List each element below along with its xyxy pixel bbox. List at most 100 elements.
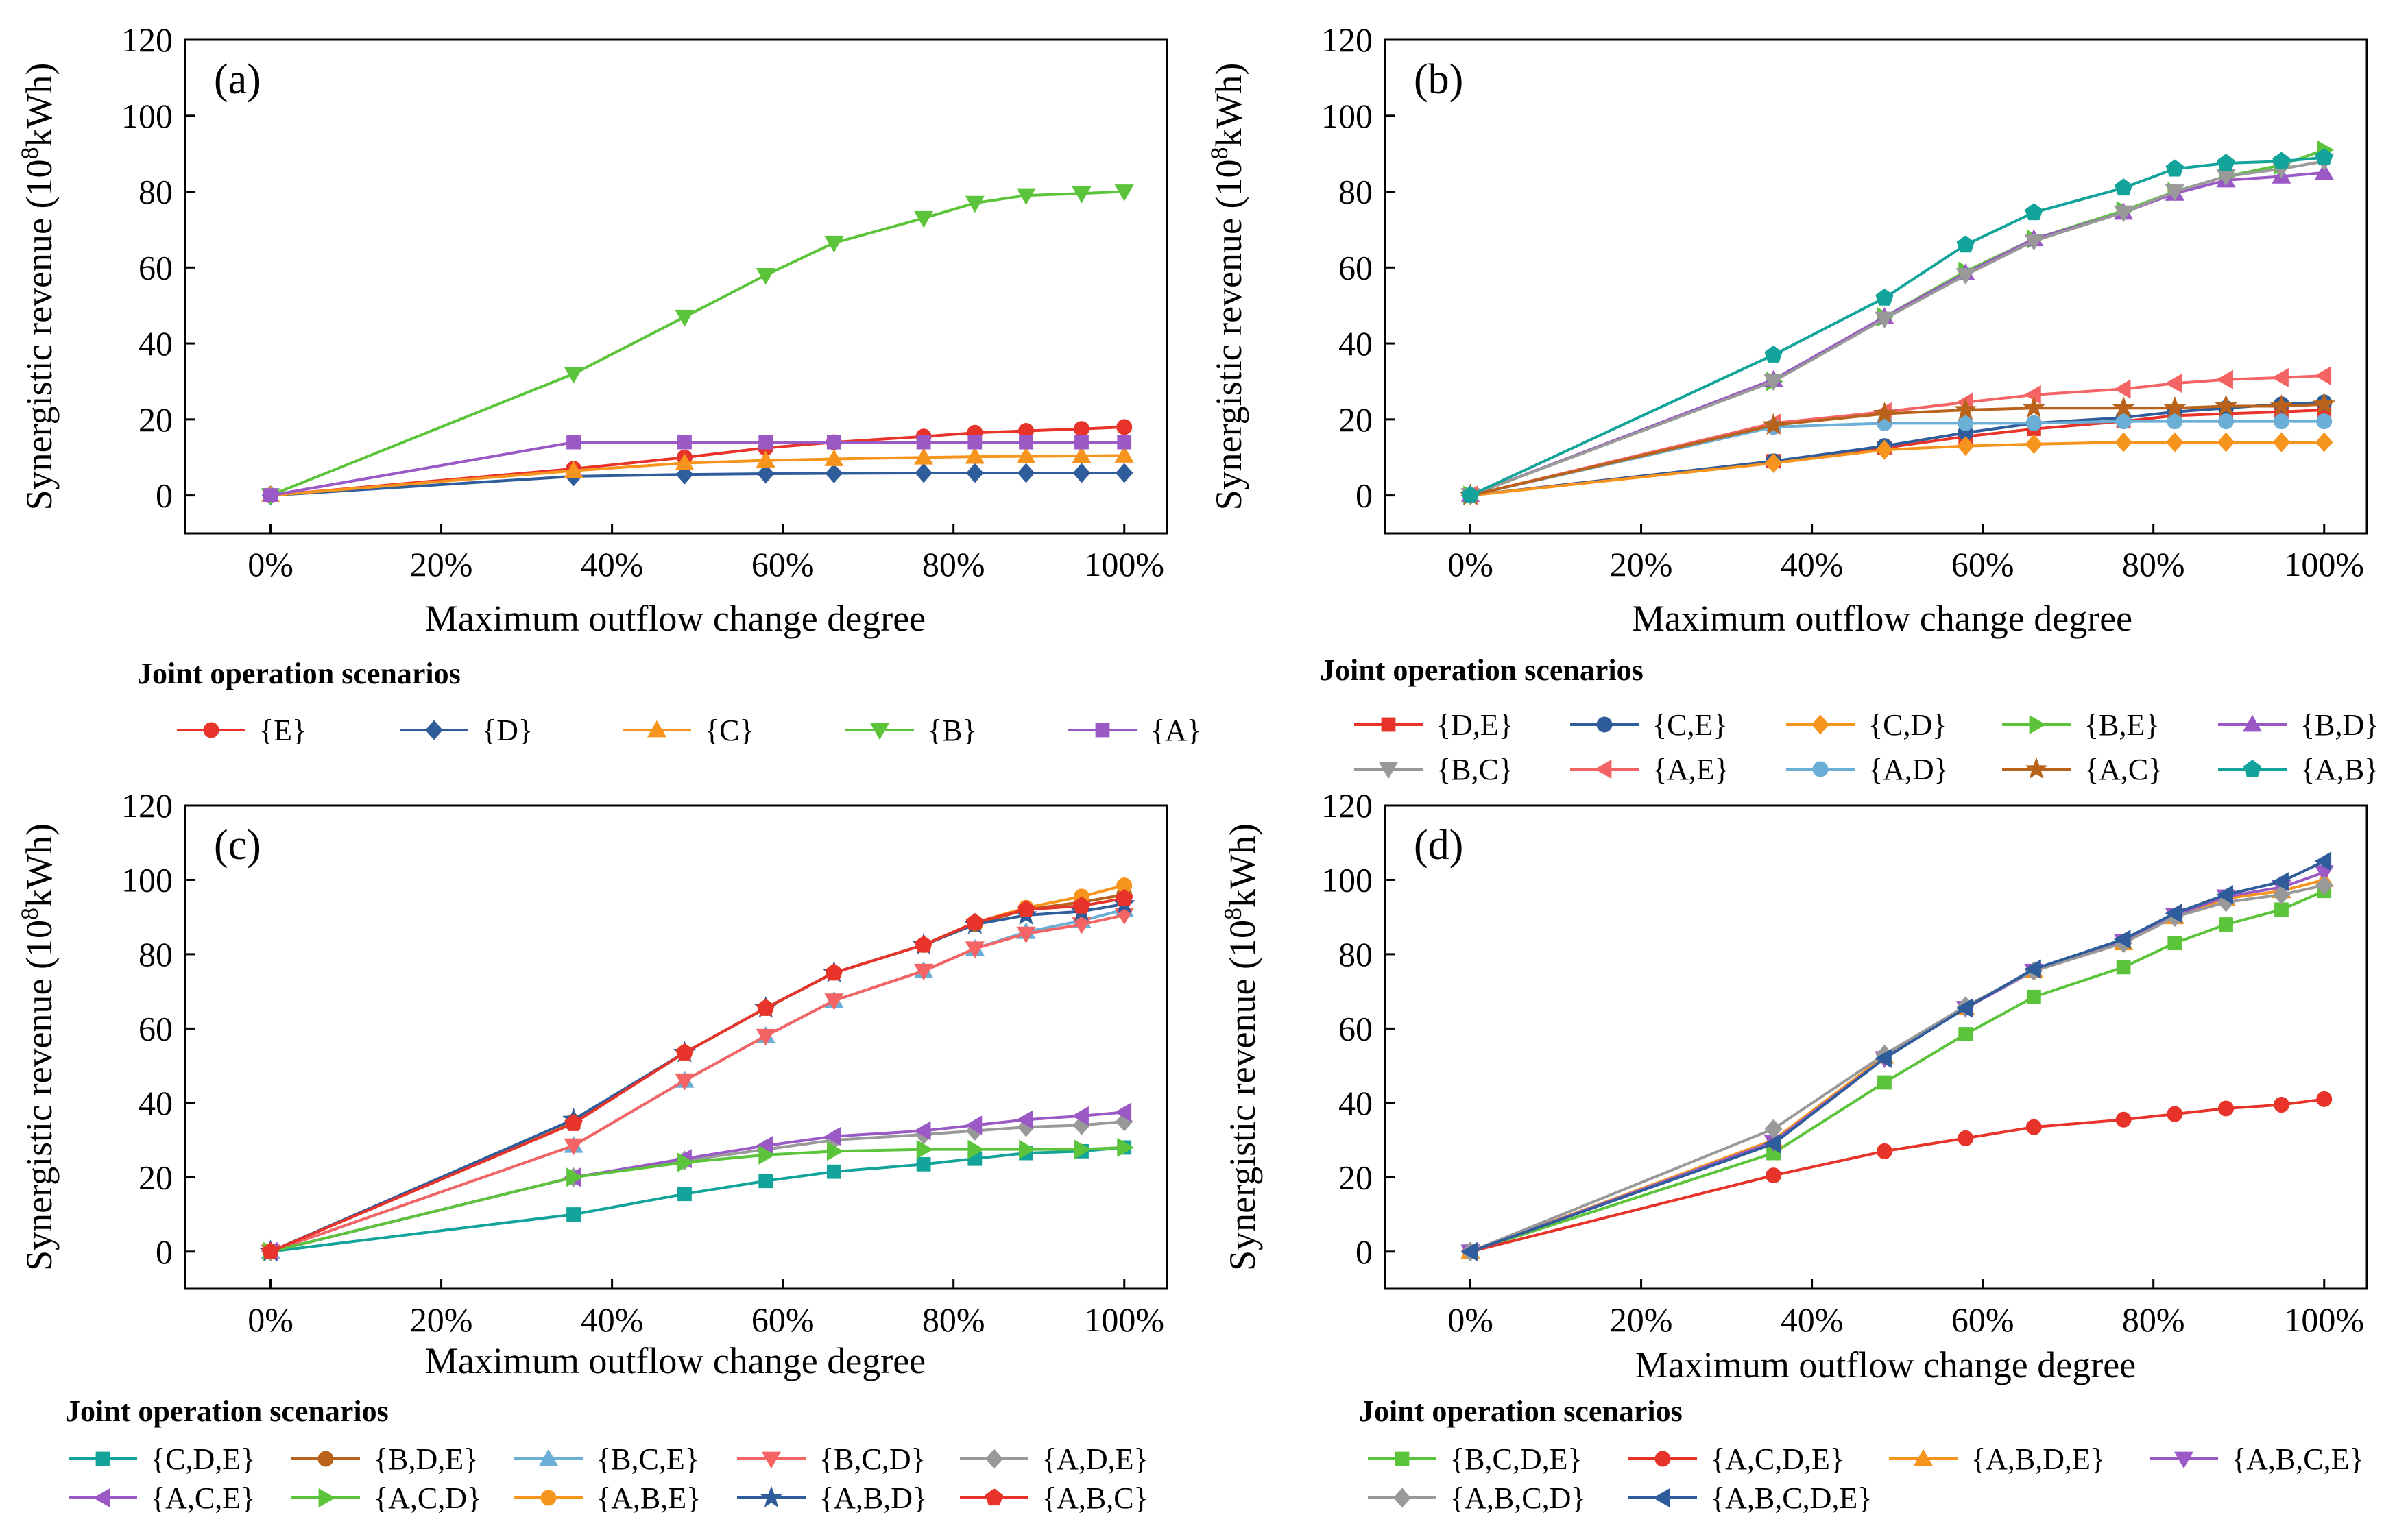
legend-title: Joint operation scenarios — [137, 657, 461, 690]
data-point — [2025, 434, 2043, 455]
data-point — [1764, 453, 1783, 474]
data-point — [965, 1115, 983, 1135]
y-axis-title: Synergistic revenue (108kWh) — [16, 63, 60, 511]
legend-marker — [1594, 759, 1612, 779]
data-point — [965, 941, 985, 958]
series-{B,C,D} — [261, 908, 1134, 1261]
data-point — [677, 1187, 692, 1202]
data-point — [566, 1207, 581, 1222]
series-line — [269, 902, 1125, 1253]
data-point — [1072, 917, 1092, 934]
data-point — [2025, 415, 2042, 431]
data-point — [965, 446, 985, 464]
legend-label: {A,C} — [2084, 753, 2163, 786]
legend-label: {D,E} — [1436, 708, 1513, 742]
legend-marker — [985, 1449, 1003, 1469]
series-line — [269, 190, 1124, 497]
data-point — [914, 935, 933, 953]
series-{A,B,E} — [263, 877, 1133, 1260]
legend-label: {A,B,C,D} — [1450, 1481, 1585, 1515]
data-point — [677, 435, 692, 450]
legend-marker — [2025, 757, 2048, 779]
series-{A,D,E} — [261, 1111, 1133, 1262]
data-point — [1764, 345, 1783, 363]
legend-label: {B,E} — [2084, 708, 2159, 742]
data-point — [756, 1028, 775, 1046]
data-point — [1876, 1143, 1892, 1159]
y-tick-label: 100 — [1321, 860, 1373, 899]
data-point — [1016, 926, 1036, 944]
legend-marker — [93, 1488, 110, 1508]
data-point — [914, 963, 934, 981]
legend-marker — [869, 723, 890, 740]
series-line — [270, 1146, 1124, 1253]
x-tick-label: 100% — [2284, 1300, 2364, 1339]
data-point — [966, 463, 984, 483]
data-point — [675, 453, 695, 470]
data-point — [1117, 435, 1132, 450]
data-point — [677, 1152, 695, 1172]
data-point — [2112, 396, 2135, 418]
chart-panel-c: 0 20 40 60 80 100 120 0% 20% 40% 60% 80% 100% (c) Maxi… — [16, 786, 1168, 1515]
series-{A,B,D} — [258, 892, 1136, 1261]
legend-label: {B,C} — [1436, 753, 1513, 786]
legend-marker — [538, 1449, 559, 1466]
data-point — [1955, 998, 1973, 1018]
data-point — [675, 1043, 694, 1061]
data-point — [2116, 960, 2131, 975]
data-point — [756, 267, 775, 285]
legend-label: {D} — [482, 714, 533, 747]
legend-marker — [2029, 714, 2047, 735]
data-point — [2269, 394, 2293, 416]
series-{A,C,D} — [263, 1137, 1134, 1261]
data-point — [1072, 446, 1092, 463]
data-point — [2026, 989, 2041, 1004]
data-point — [2163, 396, 2187, 418]
data-point — [1875, 1048, 1892, 1068]
legend-marker — [95, 1451, 110, 1466]
data-point — [2315, 147, 2333, 165]
data-point — [2272, 872, 2289, 892]
x-tick-label: 100% — [1084, 1300, 1164, 1339]
legend-label: {E} — [259, 714, 306, 747]
series-{A} — [263, 435, 1132, 503]
data-point — [758, 1145, 775, 1165]
data-point — [826, 435, 841, 450]
data-point — [2167, 936, 2182, 951]
data-point — [756, 998, 775, 1016]
data-point — [914, 210, 934, 228]
x-tick-label: 0% — [248, 545, 293, 583]
data-point — [2272, 884, 2291, 905]
series-line — [1469, 156, 2324, 497]
data-point — [675, 1073, 695, 1091]
legend-title: Joint operation scenarios — [65, 1394, 389, 1428]
data-point — [1072, 186, 1092, 204]
series-{B,C} — [1460, 154, 2334, 505]
plot-frame — [184, 804, 1168, 1290]
data-point — [2315, 432, 2333, 452]
data-point — [758, 435, 773, 450]
data-point — [965, 195, 985, 213]
data-point — [2025, 203, 2043, 221]
data-point — [566, 1167, 583, 1187]
data-point — [1873, 402, 1897, 424]
chart-panel-a: 0 20 40 60 80 100 120 0% 20% 40% 60% 80% 100% (a) Maxi… — [16, 21, 1201, 747]
data-point — [825, 963, 843, 981]
series-line — [270, 1146, 1124, 1253]
series-line — [270, 471, 1124, 497]
series-line — [270, 425, 1124, 497]
legend-marker — [1652, 1488, 1670, 1508]
data-point — [916, 1156, 931, 1172]
x-tick-label: 20% — [1610, 545, 1673, 583]
series-line — [269, 914, 1125, 1253]
y-tick-label: 120 — [1321, 21, 1373, 59]
legend-marker — [2174, 1451, 2194, 1469]
data-point — [916, 435, 931, 450]
legend-label: {A,D} — [1868, 753, 1949, 786]
data-point — [2216, 369, 2233, 389]
panel-label: (d) — [1414, 822, 1463, 869]
data-point — [1956, 436, 1975, 457]
x-tick-label: 40% — [1781, 545, 1844, 583]
data-point — [2114, 178, 2133, 196]
data-point — [1955, 267, 1975, 285]
